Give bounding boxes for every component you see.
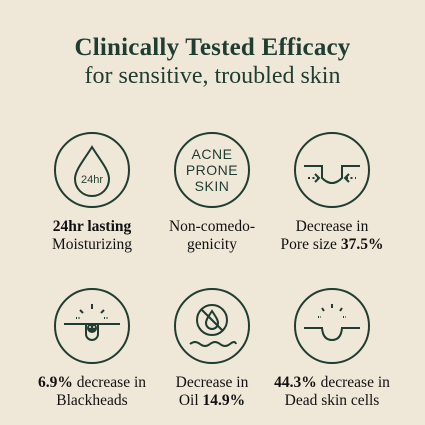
benefit-percent: 6.9% (37, 374, 73, 391)
benefit-oil: Decrease in Oil 14.9% (142, 288, 282, 410)
benefit-non-comedogenic: ACNE PRONE SKIN Non-comedo- genicity (142, 132, 282, 254)
benefit-label-line1: 24hr lasting (52, 218, 132, 235)
benefit-label-line2: genicity (187, 236, 237, 253)
acne-word: ACNE (191, 146, 233, 162)
benefit-label: 24hr lasting Moisturizing (22, 218, 162, 254)
benefit-label-line2: Moisturizing (51, 236, 133, 253)
benefit-percent: 44.3% (274, 374, 317, 391)
benefit-blackheads: 6.9% decrease in Blackheads (22, 288, 162, 410)
benefit-label-line1: decrease in (316, 374, 390, 391)
no-oil-icon (174, 288, 250, 364)
benefit-label: Decrease in Oil 14.9% (142, 374, 282, 410)
page-title: Clinically Tested Efficacy (74, 34, 351, 61)
benefit-label-line2: Blackheads (56, 392, 128, 409)
benefit-label-line2: Dead skin cells (284, 392, 380, 409)
benefit-moisturizing: 24hr 24hr lasting Moisturizing (22, 132, 162, 254)
benefit-label: Non-comedo- genicity (142, 218, 282, 254)
drop-icon-label: 24hr (81, 174, 103, 186)
benefit-percent: 14.9% (202, 392, 246, 409)
benefit-pore-size: Decrease in Pore size 37.5% (262, 132, 402, 254)
acne-prone-skin-icon: ACNE PRONE SKIN (174, 132, 250, 208)
benefit-label: 6.9% decrease in Blackheads (22, 374, 162, 410)
blackhead-icon (54, 288, 130, 364)
benefit-percent: 37.5% (340, 236, 384, 253)
page-subtitle: for sensitive, troubled skin (84, 63, 341, 89)
pore-icon (294, 132, 370, 208)
benefit-label-line1: decrease in (72, 374, 147, 391)
skin-word: SKIN (194, 178, 230, 194)
dead-skin-cells-icon (294, 288, 370, 364)
benefit-label-line2: Oil (178, 392, 203, 409)
benefit-label-line2: Pore size (280, 236, 341, 253)
benefit-dead-skin-cells: 44.3% decrease in Dead skin cells (262, 288, 402, 410)
benefit-label: 44.3% decrease in Dead skin cells (262, 374, 402, 410)
benefit-label-line1: Decrease in (295, 218, 369, 235)
drop-24hr-icon: 24hr (54, 132, 130, 208)
benefit-label-line1: Decrease in (175, 374, 249, 391)
benefit-label: Decrease in Pore size 37.5% (262, 218, 402, 254)
prone-word: PRONE (185, 162, 239, 178)
benefit-label-line1: Non-comedo- (168, 218, 256, 235)
